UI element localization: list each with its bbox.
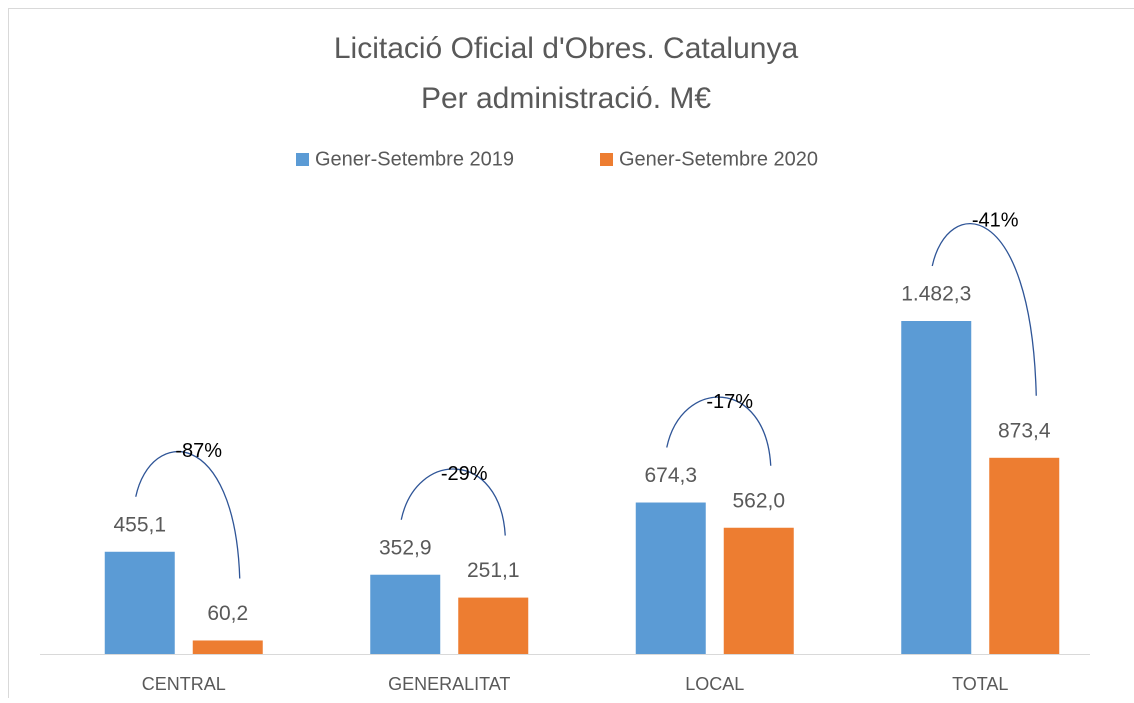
change-label: -41%: [972, 209, 1019, 231]
value-label: 60,2: [207, 602, 248, 625]
legend-label: Gener-Setembre 2020: [619, 148, 818, 170]
value-label: 455,1: [113, 513, 166, 536]
bar: [370, 575, 440, 654]
x-tick-label: LOCAL: [685, 674, 744, 694]
change-label: -29%: [441, 463, 488, 485]
bar: [724, 528, 794, 654]
chart-subtitle: Per administració. M€: [421, 82, 711, 115]
bar: [193, 640, 263, 654]
x-tick-label: GENERALITAT: [388, 674, 510, 694]
value-label: 251,1: [467, 559, 520, 582]
bar: [989, 458, 1059, 654]
bar: [901, 321, 971, 654]
x-tick-label: CENTRAL: [142, 674, 226, 694]
change-label: -87%: [175, 440, 222, 462]
chart-title: Licitació Oficial d'Obres. Catalunya: [334, 32, 799, 65]
bar: [105, 552, 175, 654]
value-label: 1.482,3: [901, 283, 971, 306]
value-label: 562,0: [732, 489, 785, 512]
value-label: 352,9: [379, 536, 432, 559]
legend-swatch: [296, 153, 309, 166]
x-tick-label: TOTAL: [952, 674, 1008, 694]
value-label: 873,4: [998, 419, 1051, 442]
legend-label: Gener-Setembre 2019: [315, 148, 514, 170]
change-label: -17%: [706, 391, 753, 413]
bar: [458, 598, 528, 654]
bar: [636, 503, 706, 654]
legend-swatch: [600, 153, 613, 166]
value-label: 674,3: [644, 464, 697, 487]
